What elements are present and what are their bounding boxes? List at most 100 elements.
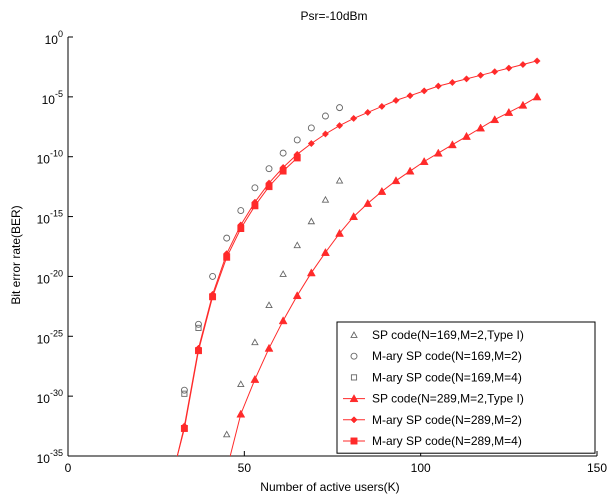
- data-point: [264, 343, 274, 352]
- data-point: [532, 92, 542, 101]
- data-point: [433, 148, 443, 157]
- data-point: [491, 68, 499, 76]
- chart-title: Psr=-10dBm: [300, 9, 367, 23]
- data-point: [180, 386, 188, 394]
- data-point: [279, 167, 287, 175]
- data-point: [251, 202, 259, 210]
- data-point: [195, 320, 202, 328]
- legend-label: M-ary SP code(N=289,M=2): [372, 413, 522, 427]
- data-point: [462, 131, 471, 140]
- data-point: [265, 165, 273, 173]
- legend-marker: [350, 416, 358, 424]
- data-point: [448, 78, 456, 87]
- x-tick-label: 0: [65, 461, 72, 475]
- legend-item: SP code(N=169,M=2,Type I): [350, 328, 524, 342]
- data-point: [237, 207, 245, 215]
- legend-label: M-ary SP code(N=169,M=2): [372, 349, 522, 363]
- y-tick-label: 10-30: [37, 388, 63, 406]
- legend-box: [336, 321, 596, 454]
- data-point: [406, 92, 414, 100]
- series-3: [181, 324, 202, 397]
- data-point: [447, 140, 457, 149]
- data-point: [251, 338, 259, 346]
- data-point: [336, 104, 344, 112]
- legend: SP code(N=169,M=2,Type I) M-ary SP code(N…: [336, 321, 596, 454]
- y-tick-label: 10-35: [37, 448, 63, 466]
- x-tick-label: 50: [238, 461, 252, 475]
- legend-label: M-ary SP code(N=169,M=4): [372, 370, 522, 384]
- data-point: [519, 60, 527, 69]
- data-point: [505, 64, 513, 72]
- data-point: [222, 430, 231, 438]
- data-point: [391, 176, 401, 185]
- data-point: [180, 425, 188, 432]
- data-point: [251, 184, 259, 192]
- data-point: [292, 291, 302, 300]
- data-point: [335, 122, 344, 130]
- data-point: [490, 115, 500, 124]
- data-point: [392, 96, 400, 105]
- data-point: [223, 234, 231, 242]
- data-point: [321, 112, 329, 120]
- data-point: [195, 324, 202, 331]
- data-point: [307, 139, 315, 148]
- data-point: [405, 166, 415, 175]
- data-point: [378, 102, 386, 110]
- y-axis-label: Bit error rate(BER): [9, 205, 23, 304]
- x-tick-label: 100: [411, 461, 431, 475]
- data-point: [350, 114, 358, 122]
- data-point: [293, 136, 301, 144]
- data-point: [223, 253, 231, 261]
- y-tick-label: 100: [45, 29, 63, 47]
- legend-label: SP code(N=289,M=2,Type I): [372, 392, 524, 406]
- x-axis-ticks: 0 50 100 150: [65, 451, 607, 475]
- y-axis-ticks: 100 10-5 10-10 10-15 10-20 10-25 10-30 10-35: [37, 29, 73, 466]
- legend-label: SP code(N=169,M=2,Type I): [372, 328, 524, 342]
- data-point: [349, 212, 359, 221]
- y-tick-label: 10-20: [37, 268, 63, 286]
- data-point: [306, 268, 316, 277]
- data-point: [279, 149, 287, 157]
- data-point: [237, 225, 245, 232]
- data-point: [434, 82, 442, 90]
- legend-item: M-ary SP code(N=169,M=2): [350, 349, 522, 363]
- data-point: [477, 71, 485, 79]
- data-point: [335, 176, 344, 184]
- data-point: [377, 186, 387, 195]
- data-point: [321, 247, 330, 256]
- data-point: [518, 100, 528, 109]
- y-tick-label: 10-10: [37, 149, 63, 167]
- data-point: [237, 380, 245, 388]
- data-point: [250, 374, 260, 383]
- data-point: [181, 390, 188, 397]
- data-point: [307, 217, 316, 225]
- x-axis-label: Number of active users(K): [260, 480, 399, 494]
- data-point: [335, 228, 344, 237]
- data-point: [533, 57, 541, 65]
- y-tick-label: 10-5: [42, 89, 63, 107]
- data-point: [419, 156, 429, 165]
- data-point: [236, 409, 246, 418]
- series-line: [176, 157, 298, 457]
- legend-marker: [350, 437, 358, 445]
- series-1: [222, 176, 344, 438]
- y-tick-label: 10-15: [37, 209, 63, 227]
- legend-marker: [350, 331, 358, 338]
- series-layer: [176, 57, 542, 457]
- data-point: [504, 107, 514, 116]
- data-point: [265, 301, 273, 309]
- y-tick-label: 10-25: [37, 328, 63, 346]
- data-point: [293, 154, 301, 162]
- legend-item: SP code(N=289,M=2,Type I): [343, 392, 524, 406]
- data-point: [265, 183, 273, 191]
- data-point: [279, 270, 287, 277]
- data-point: [476, 123, 486, 132]
- data-point: [364, 108, 372, 116]
- series-2: [180, 104, 344, 394]
- data-point: [321, 130, 330, 138]
- data-point: [195, 347, 202, 355]
- legend-marker: [349, 394, 359, 403]
- data-point: [321, 195, 330, 203]
- legend-marker: [350, 374, 358, 381]
